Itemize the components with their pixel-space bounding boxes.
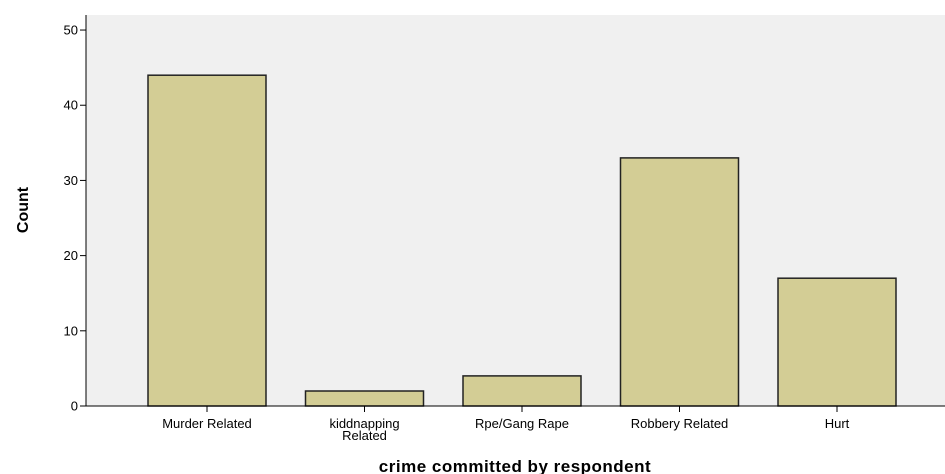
bar [777,277,897,407]
x-tick-label: Hurt [825,416,850,431]
y-axis-title: Count [15,186,32,233]
bar [304,390,425,407]
x-tick-label: kiddnapping Related [329,416,399,443]
y-tick-label: 30 [64,173,78,188]
x-axis-title: crime committed by respondent [379,457,651,474]
x-tick-label: Robbery Related [631,416,729,431]
y-tick-label: 20 [64,248,78,263]
y-tick-group: 0 10 20 30 40 50 [64,23,86,414]
y-tick-label: 40 [64,98,78,113]
bar [147,74,267,407]
x-tick-label: Rpe/Gang Rape [475,416,569,431]
bar-group [147,74,897,407]
bar [462,375,582,407]
y-tick-label: 50 [64,23,78,38]
y-tick-label: 0 [71,399,78,414]
bar [619,157,740,407]
x-tick-group: Murder Related kiddnapping Related Rpe/Gang… [162,406,850,443]
x-tick-label: Murder Related [162,416,252,431]
y-tick-label: 10 [64,323,78,338]
